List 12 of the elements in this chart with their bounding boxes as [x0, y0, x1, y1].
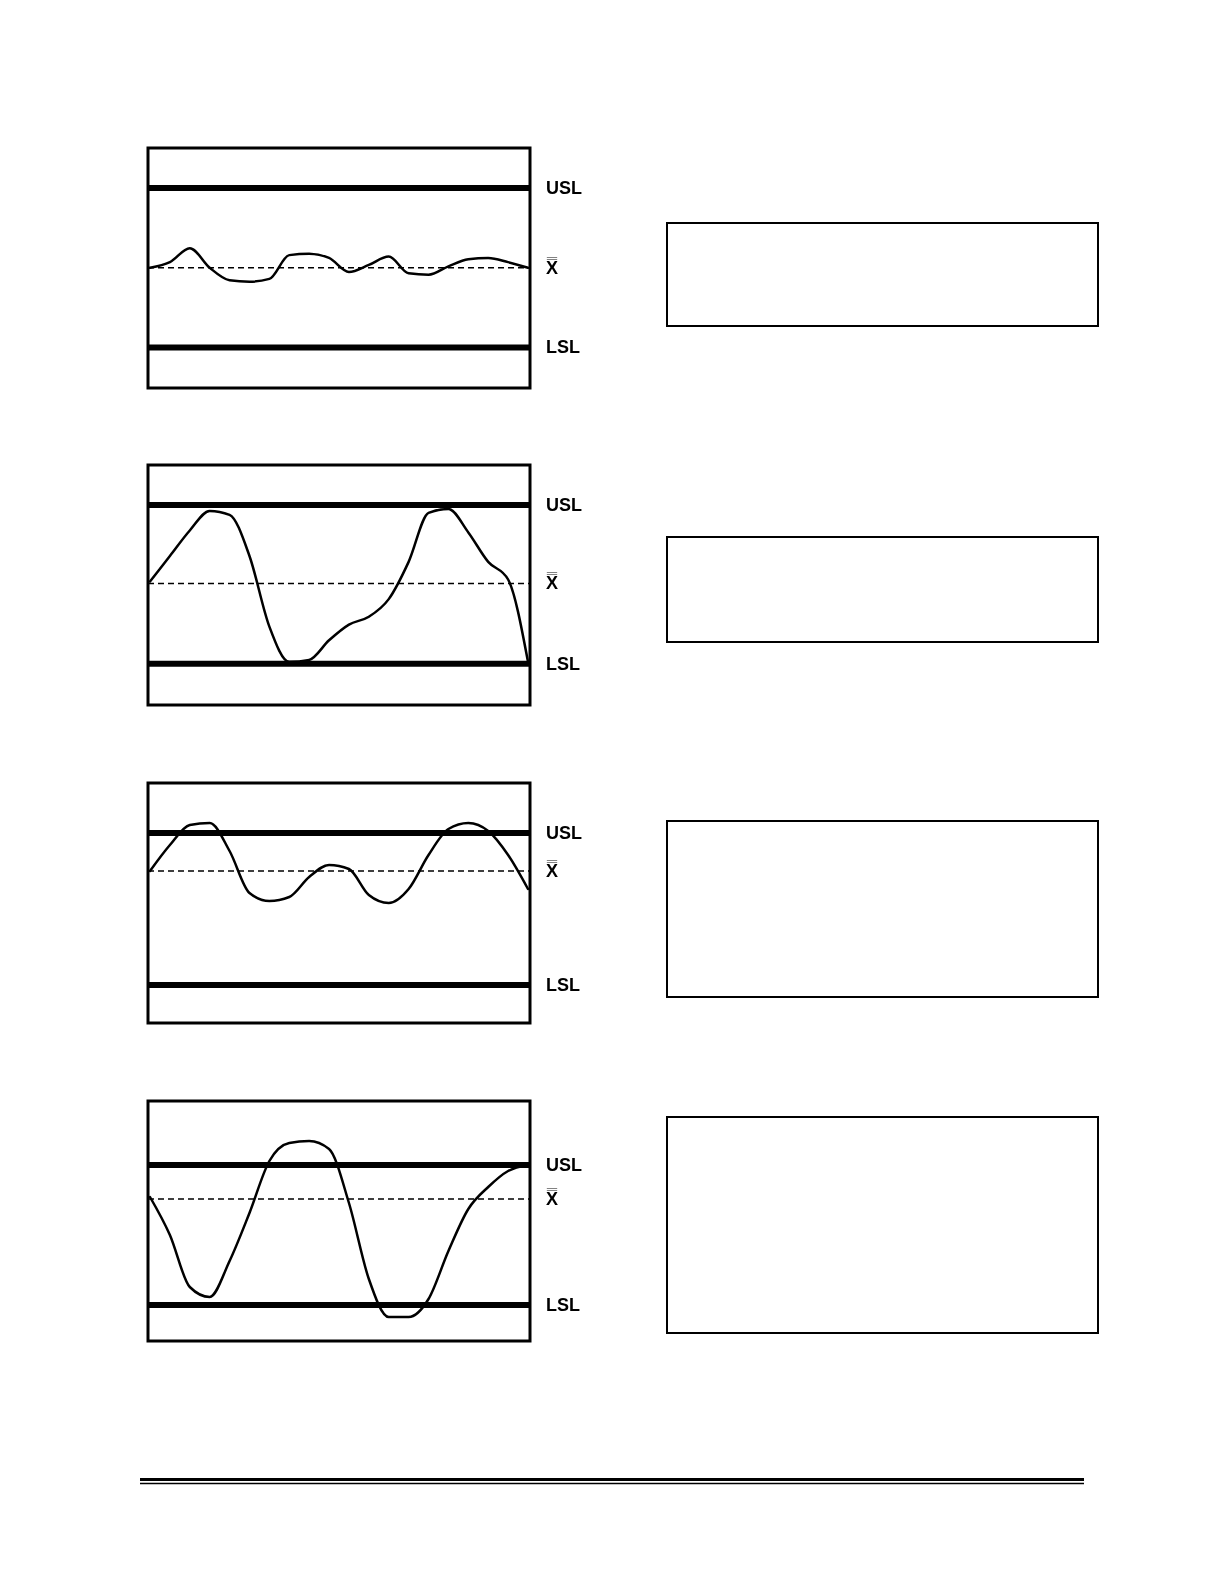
ref-line-label: LSL	[546, 1295, 580, 1315]
ref-line-label: X̿	[545, 860, 559, 881]
ref-line-label: LSL	[546, 975, 580, 995]
ref-line-label: X̿	[545, 256, 559, 278]
ref-line-label: LSL	[546, 653, 580, 674]
ref-line-label: USL	[546, 178, 582, 198]
ref-line-label: USL	[546, 1155, 582, 1175]
ref-line-label: X̿	[545, 572, 559, 594]
ref-line-label: USL	[546, 495, 582, 515]
ref-line-label: USL	[546, 823, 582, 843]
ref-line-label: X̿	[545, 1188, 559, 1209]
ref-line-label: LSL	[546, 337, 580, 358]
